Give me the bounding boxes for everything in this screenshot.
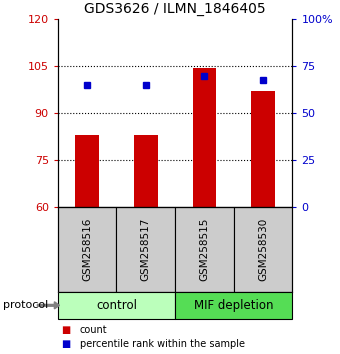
Bar (134, 135, 157, 207)
Bar (251, 91, 275, 207)
Text: GSM258515: GSM258515 (200, 218, 209, 281)
Text: control: control (96, 299, 137, 312)
Bar (75, 135, 99, 207)
Bar (116, 207, 175, 292)
Text: GSM258530: GSM258530 (258, 218, 268, 281)
Text: GSM258517: GSM258517 (141, 218, 151, 281)
Bar (58, 207, 116, 292)
Text: ■: ■ (61, 325, 70, 335)
Text: ■: ■ (61, 339, 70, 349)
Text: protocol: protocol (3, 300, 49, 310)
Text: count: count (80, 325, 107, 335)
Text: percentile rank within the sample: percentile rank within the sample (80, 339, 245, 349)
Bar (175, 207, 234, 292)
Bar (175, 292, 292, 319)
Title: GDS3626 / ILMN_1846405: GDS3626 / ILMN_1846405 (84, 2, 266, 16)
Bar (58, 292, 175, 319)
Bar (193, 68, 216, 207)
Bar (234, 207, 292, 292)
Text: MIF depletion: MIF depletion (194, 299, 273, 312)
Text: GSM258516: GSM258516 (82, 218, 92, 281)
